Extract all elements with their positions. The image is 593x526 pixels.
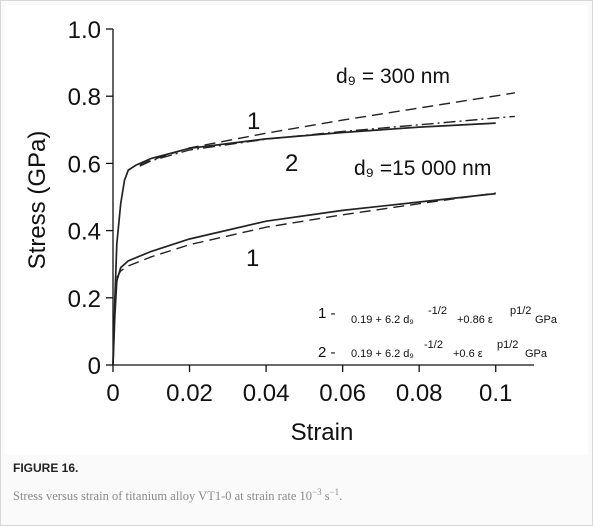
caption-end: . [339,489,343,504]
equation-1-mid: +0.86 ε [457,314,493,326]
series-line-3-dashdot [139,115,515,167]
equation-1-exp1: -1/2 [428,305,447,317]
figure-label: FIGURE 16. [13,461,79,475]
x-axis-label: Strain [291,419,354,446]
x-tick-label: 0.02 [166,380,213,407]
y-tick-label: 0.6 [68,151,101,178]
annotation-dg-300: d₉ = 300 nm [336,65,450,88]
x-tick-label: 0.06 [319,380,366,407]
curve-label-1-bottom: 1 [246,245,259,272]
equation-1: 1 - 0.19 + 6.2 d₉ -1/2 +0.86 ε p1/2 GPa [318,305,558,326]
x-tick-label: 0.08 [396,380,443,407]
curve-label-2: 2 [285,150,298,177]
y-axis-label: Stress (GPa) [24,131,51,270]
series-line-2-dashed [139,92,516,166]
axes [112,29,534,366]
y-tick-label: 0.8 [68,84,101,111]
x-tick-label: 0 [106,380,119,407]
x-tick-label: 0.1 [479,380,512,407]
equation-2-body: 0.19 + 6.2 d₉ [351,348,414,360]
series-line-5-dashed [116,192,496,278]
curve-label-1-top: 1 [247,108,260,135]
y-tick-label: 0 [88,353,101,380]
caption-main: Stress versus strain of titanium alloy V… [13,489,313,504]
y-tick-label: 0.4 [68,219,101,246]
equation-2-exp2: p1/2 [497,339,518,351]
x-tick-label: 0.04 [243,380,290,407]
equation-2: 2 - 0.19 + 6.2 d₉ -1/2 +0.6 ε p1/2 GPa [318,339,548,361]
series-line-4-solid [112,192,496,366]
caption-unit: s [321,489,330,504]
stress-strain-chart: 0 0.2 0.4 0.6 0.8 1.0 0 0.02 0.04 0.06 0.08 0.1 Str… [24,17,558,446]
equation-1-body: 0.19 + 6.2 d₉ [351,314,414,326]
y-tick-label: 0.2 [68,286,101,313]
equation-1-prefix: 1 - [318,305,336,322]
curves [112,92,516,366]
equation-1-exp2: p1/2 [510,305,531,317]
ticks: 0 0.2 0.4 0.6 0.8 1.0 0 0.02 0.04 0.06 0.08 0.1 [68,17,513,407]
caption-exponent-1: −3 [312,487,322,497]
series-line-1-solid [112,122,496,366]
annotation-dg-15000: d₉ =15 000 nm [354,157,491,180]
equation-2-unit: GPa [525,348,548,360]
equation-2-prefix: 2 - [318,344,336,361]
y-tick-label: 1.0 [68,17,101,44]
equation-2-exp1: -1/2 [424,339,443,351]
equation-2-mid: +0.6 ε [453,348,483,360]
equation-1-unit: GPa [535,314,558,326]
chart-area: 0 0.2 0.4 0.6 0.8 1.0 0 0.02 0.04 0.06 0.08 0.1 Str… [5,5,588,455]
caption-exponent-2: −1 [329,487,340,497]
figure-caption: Stress versus strain of titanium alloy V… [13,487,342,504]
